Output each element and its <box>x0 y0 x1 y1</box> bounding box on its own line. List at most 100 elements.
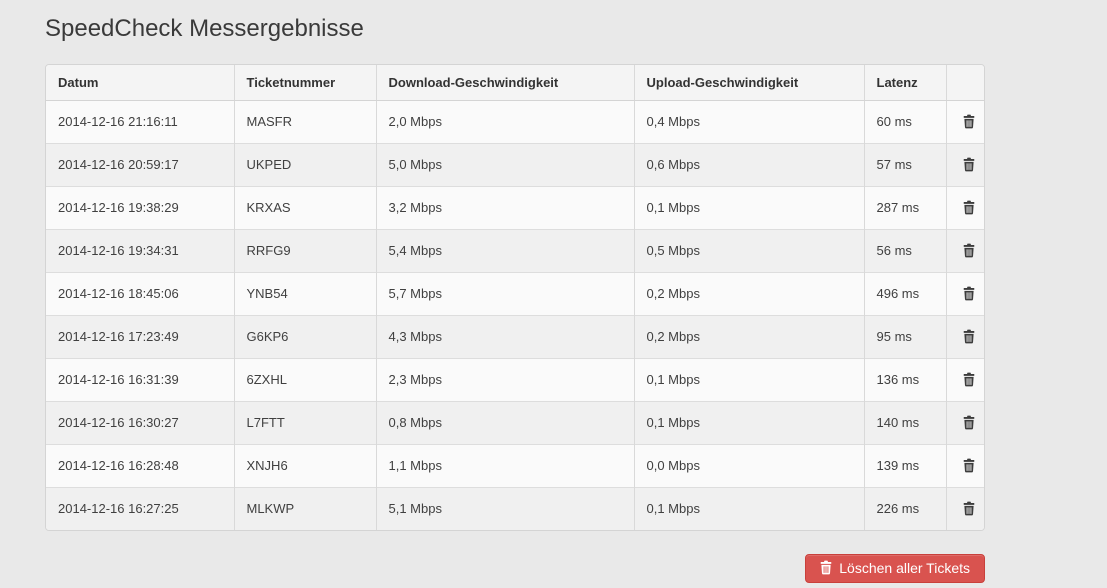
delete-ticket-button[interactable] <box>959 284 979 303</box>
cell-datum: 2014-12-16 20:59:17 <box>46 142 234 187</box>
trash-icon <box>963 501 975 516</box>
cell-actions <box>945 314 984 359</box>
trash-icon <box>963 243 975 258</box>
cell-latenz: 57 ms <box>863 142 946 187</box>
cell-latenz: 139 ms <box>863 443 946 488</box>
cell-datum: 2014-12-16 21:16:11 <box>58 114 178 130</box>
trash-icon <box>963 114 975 129</box>
trash-icon <box>963 286 975 301</box>
cell-download: 5,4 Mbps <box>375 228 634 273</box>
cell-latenz: 60 ms <box>863 100 946 144</box>
cell-actions <box>945 400 984 445</box>
table-row: 2014-12-16 18:45:06 YNB54 5,7 Mbps 0,2 Mbps… <box>46 271 984 316</box>
cell-download: 1,1 Mbps <box>375 443 634 488</box>
cell-latenz: 95 ms <box>863 314 946 359</box>
results-table: Datum Ticketnummer Download-Geschwindigk… <box>46 64 984 530</box>
column-header-ticketnummer: Ticketnummer <box>233 64 376 101</box>
table-row: 2014-12-16 16:27:25 MLKWP 5,1 Mbps 0,1 Mbps… <box>46 486 984 530</box>
trash-icon <box>963 372 975 387</box>
cell-download: 5,7 Mbps <box>375 271 634 316</box>
cell-datum: 2014-12-16 17:23:49 <box>46 314 234 359</box>
cell-latenz: 496 ms <box>863 271 946 316</box>
delete-ticket-button[interactable] <box>959 499 979 518</box>
cell-download: 5,1 Mbps <box>375 486 634 530</box>
column-header-datum: Datum <box>46 64 234 101</box>
cell-actions <box>945 486 984 530</box>
cell-upload: 0,6 Mbps <box>633 142 864 187</box>
cell-download: 0,8 Mbps <box>375 400 634 445</box>
table-row: 2014-12-16 21:16:11 MASFR 2,0 Mbps 0,4 Mbps… <box>46 100 984 144</box>
table-row: 2014-12-16 16:30:27 L7FTT 0,8 Mbps 0,1 Mbps… <box>46 400 984 445</box>
cell-datum: 2014-12-16 19:38:29 <box>46 185 234 230</box>
cell-ticketnummer: G6KP6 <box>233 314 376 359</box>
header-row: Datum Ticketnummer Download-Geschwindigk… <box>46 64 984 101</box>
delete-ticket-button[interactable] <box>959 413 979 432</box>
cell-upload: 0,1 Mbps <box>633 486 864 530</box>
cell-ticketnummer: MLKWP <box>233 486 376 530</box>
page-title: SpeedCheck Messergebnisse <box>45 15 364 42</box>
cell-actions <box>945 100 984 144</box>
delete-ticket-button[interactable] <box>959 155 979 174</box>
cell-latenz: 226 ms <box>863 486 946 530</box>
delete-ticket-button[interactable] <box>959 198 979 217</box>
cell-download: 2,3 Mbps <box>375 357 634 402</box>
table-row: 2014-12-16 17:23:49 G6KP6 4,3 Mbps 0,2 Mbps… <box>46 314 984 359</box>
delete-all-tickets-button[interactable]: Löschen aller Tickets <box>805 553 985 583</box>
cell-ticketnummer: UKPED <box>233 142 376 187</box>
column-header-latenz: Latenz <box>863 64 946 101</box>
cell-datum: 2014-12-16 19:34:31 <box>46 228 234 273</box>
cell-actions <box>945 142 984 187</box>
delete-ticket-button[interactable] <box>959 112 979 131</box>
cell-actions <box>945 357 984 402</box>
cell-download: 4,3 Mbps <box>375 314 634 359</box>
trash-icon <box>963 157 975 172</box>
page: SpeedCheck Messergebnisse Datum Ticketnu… <box>45 15 985 588</box>
results-table-container: Datum Ticketnummer Download-Geschwindigk… <box>45 63 985 531</box>
column-header-upload: Upload-Geschwindigkeit <box>633 64 864 101</box>
cell-actions <box>945 271 984 316</box>
cell-ticketnummer: L7FTT <box>233 400 376 445</box>
table-row: 2014-12-16 20:59:17 UKPED 5,0 Mbps 0,6 Mbps… <box>46 142 984 187</box>
cell-ticketnummer: XNJH6 <box>233 443 376 488</box>
trash-icon <box>963 329 975 344</box>
cell-actions <box>945 228 984 273</box>
table-row: 2014-12-16 16:28:48 XNJH6 1,1 Mbps 0,0 Mbps… <box>46 443 984 488</box>
cell-datum: 2014-12-16 16:30:27 <box>46 400 234 445</box>
cell-upload: 0,1 Mbps <box>633 185 864 230</box>
column-header-download: Download-Geschwindigkeit <box>375 64 634 101</box>
cell-download: 5,0 Mbps <box>375 142 634 187</box>
delete-ticket-button[interactable] <box>959 241 979 260</box>
table-header: Datum Ticketnummer Download-Geschwindigk… <box>46 64 984 101</box>
column-header-actions <box>945 64 984 101</box>
table-row: 2014-12-16 19:38:29 KRXAS 3,2 Mbps 0,1 Mbps… <box>46 185 984 230</box>
cell-ticketnummer: MASFR <box>233 100 376 144</box>
cell-upload: 0,5 Mbps <box>633 228 864 273</box>
delete-ticket-button[interactable] <box>959 327 979 346</box>
cell-datum: 2014-12-16 16:28:48 <box>46 443 234 488</box>
cell-ticketnummer: YNB54 <box>233 271 376 316</box>
table-body: 2014-12-16 21:16:11 MASFR 2,0 Mbps 0,4 Mbps… <box>46 100 984 530</box>
trash-icon <box>963 458 975 473</box>
cell-datum: 2014-12-16 16:31:39 <box>46 357 234 402</box>
delete-ticket-button[interactable] <box>959 370 979 389</box>
cell-actions <box>945 185 984 230</box>
cell-upload: 0,0 Mbps <box>633 443 864 488</box>
cell-upload: 0,1 Mbps <box>633 400 864 445</box>
cell-datum: 2014-12-16 16:27:25 <box>46 486 234 530</box>
table-row: 2014-12-16 16:31:39 6ZXHL 2,3 Mbps 0,1 Mbps… <box>46 357 984 402</box>
cell-upload: 0,4 Mbps <box>633 100 864 144</box>
cell-actions <box>945 443 984 488</box>
cell-latenz: 287 ms <box>863 185 946 230</box>
cell-download: 2,0 Mbps <box>375 100 634 144</box>
cell-upload: 0,2 Mbps <box>633 314 864 359</box>
table-row: 2014-12-16 19:34:31 RRFG9 5,4 Mbps 0,5 Mbps… <box>46 228 984 273</box>
cell-download: 3,2 Mbps <box>375 185 634 230</box>
delete-all-tickets-label: Löschen aller Tickets <box>839 559 970 576</box>
trash-icon <box>963 415 975 430</box>
cell-latenz: 136 ms <box>863 357 946 402</box>
cell-ticketnummer: RRFG9 <box>233 228 376 273</box>
cell-ticketnummer: KRXAS <box>233 185 376 230</box>
trash-icon <box>820 560 832 575</box>
actions-area: Löschen aller Tickets Zu den Angeboten <box>45 553 985 588</box>
delete-ticket-button[interactable] <box>959 456 979 475</box>
